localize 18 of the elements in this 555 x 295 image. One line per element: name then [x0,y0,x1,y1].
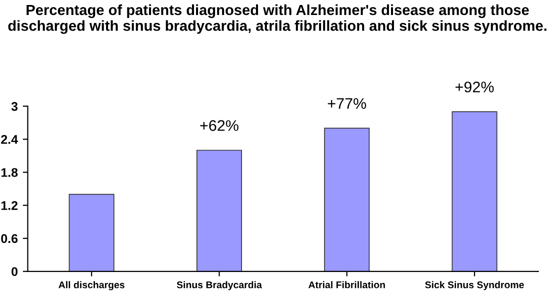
x-tick-label: Sick Sinus Syndrome [425,281,524,290]
y-tick-label: 3 [11,102,18,111]
bar [68,194,114,272]
x-tick-label: Atrial Fibrillation [308,281,385,288]
bar [452,111,498,272]
bar [196,150,242,272]
annotation: +62% [200,120,238,131]
y-tick-label: 1.2 [1,201,18,210]
annotation: +77% [328,98,366,109]
x-tick-label: All discharges [58,281,124,290]
chart-title: Percentage of patients diagnosed with Alzheimer's disease among those discharged with sinus bradycardia, atrila fibrillation and sick sinus syndrome. [8,4,546,34]
x-tick-label: Sinus Bradycardia [176,281,262,290]
y-tick-label: 0 [12,267,18,276]
y-tick-label: 0.6 [1,234,18,244]
y-tick-label: 1.8 [1,168,18,177]
y-tick-label: 2.4 [1,135,18,144]
annotation: +92% [456,82,494,92]
bar [324,128,370,272]
